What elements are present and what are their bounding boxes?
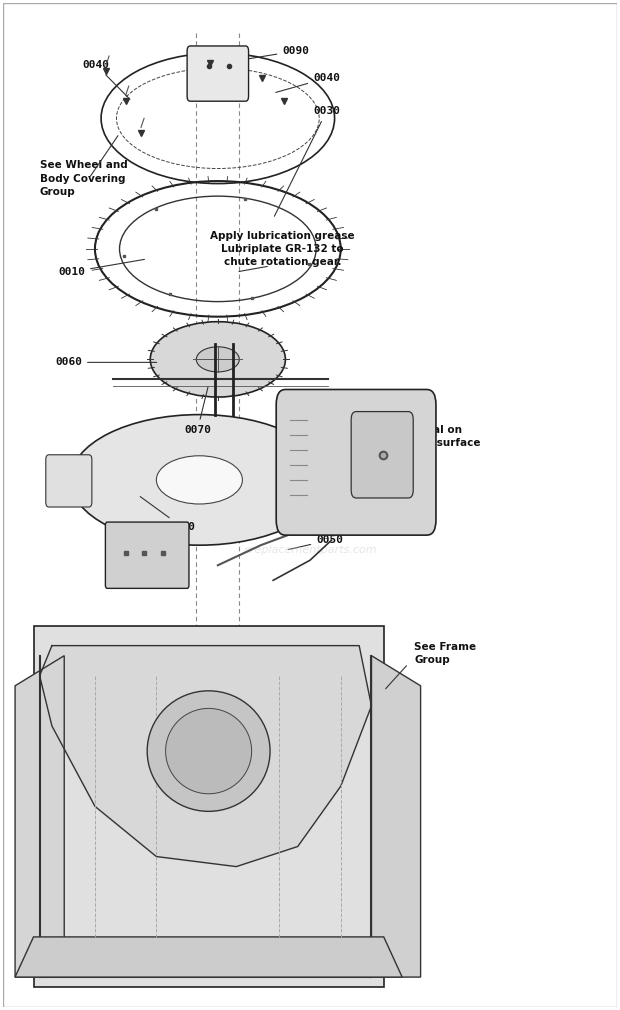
Text: Decal on
this surface: Decal on this surface (412, 425, 481, 448)
Text: ereplacementparts.com: ereplacementparts.com (243, 545, 377, 556)
Polygon shape (15, 937, 402, 977)
Text: Apply lubrication grease
Lubriplate GR-132 to
chute rotation gear.: Apply lubrication grease Lubriplate GR-1… (210, 230, 355, 267)
FancyBboxPatch shape (187, 46, 249, 101)
Polygon shape (33, 625, 384, 987)
Text: 0070: 0070 (184, 387, 211, 434)
Ellipse shape (70, 414, 329, 545)
Text: 0050: 0050 (288, 535, 343, 549)
Ellipse shape (166, 708, 252, 794)
Ellipse shape (156, 456, 242, 504)
Polygon shape (15, 655, 64, 977)
Text: See Frame
Group: See Frame Group (414, 642, 477, 666)
Text: 0010: 0010 (58, 260, 144, 277)
FancyBboxPatch shape (351, 412, 413, 498)
Text: 0020: 0020 (140, 497, 196, 532)
Polygon shape (40, 645, 371, 867)
Ellipse shape (150, 322, 285, 397)
Text: 0040: 0040 (82, 60, 130, 99)
FancyBboxPatch shape (105, 522, 189, 589)
Ellipse shape (197, 346, 239, 372)
Text: 0060: 0060 (55, 358, 157, 368)
Text: 0090: 0090 (213, 46, 309, 65)
FancyBboxPatch shape (46, 454, 92, 507)
Text: 0030: 0030 (275, 106, 340, 216)
Polygon shape (371, 655, 420, 977)
Text: 0080: 0080 (313, 437, 340, 463)
Text: 0040: 0040 (276, 73, 340, 93)
Text: See Wheel and
Body Covering
Group: See Wheel and Body Covering Group (40, 161, 127, 197)
FancyBboxPatch shape (276, 390, 436, 535)
Ellipse shape (147, 691, 270, 811)
